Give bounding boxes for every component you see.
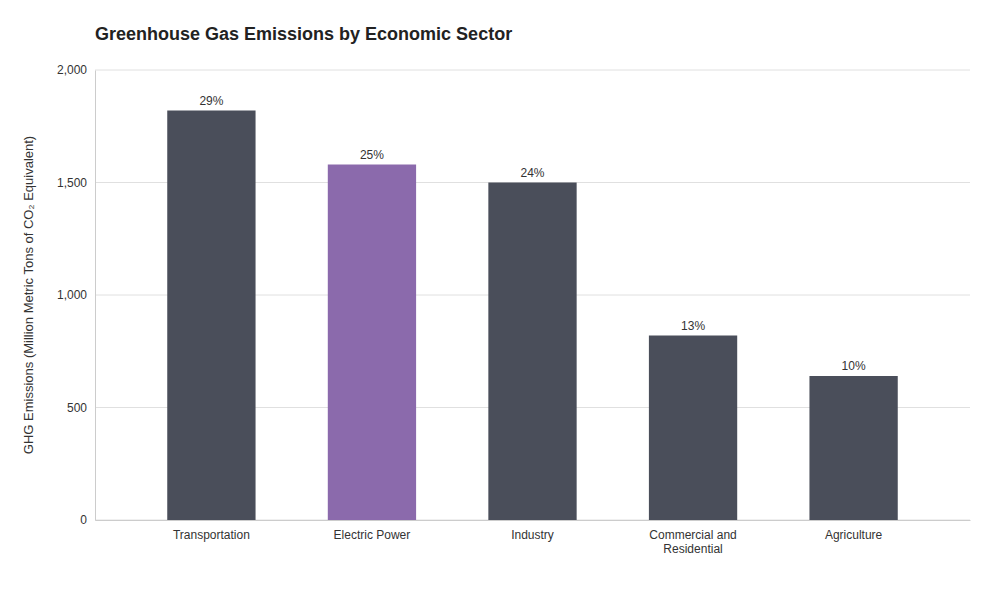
x-tick-label: Transportation [173, 528, 250, 542]
y-tick-label: 500 [67, 401, 87, 415]
y-axis: 0 500 1,000 1,500 2,000 [57, 63, 96, 527]
grid [95, 70, 970, 520]
x-tick-label: Electric Power [334, 528, 411, 542]
x-tick: Electric Power [334, 520, 411, 542]
bar-annotation: 24% [520, 166, 544, 180]
x-tick: Transportation [173, 520, 250, 542]
bar [649, 336, 737, 521]
x-tick-label-line: Residential [663, 542, 722, 556]
y-axis-title: GHG Emissions (Million Metric Tons of CO… [21, 136, 36, 454]
x-tick: Agriculture [825, 520, 883, 542]
y-axis-line [95, 71, 96, 521]
y-tick: 500 [67, 401, 95, 415]
grid-line [95, 70, 970, 71]
x-tick: Commercial andResidential [649, 520, 736, 556]
y-tick: 1,500 [57, 176, 95, 190]
bar-annotation: 25% [360, 148, 384, 162]
bar [328, 165, 416, 521]
bar [809, 376, 897, 520]
y-tick-label: 2,000 [57, 63, 87, 77]
y-tick-label: 0 [80, 513, 87, 527]
bar [167, 111, 255, 521]
x-tick-label: Industry [511, 528, 554, 542]
chart: 0 500 1,000 1,500 2,000 Transportation Electri… [0, 0, 1000, 600]
bar-annotation: 29% [199, 94, 223, 108]
x-tick-label-line: Commercial and [649, 528, 736, 542]
plot: 0 500 1,000 1,500 2,000 Transportation Electri… [21, 63, 971, 556]
x-axis: Transportation Electric Power Industry Comm… [96, 520, 971, 556]
y-tick: 1,000 [57, 288, 95, 302]
x-axis-line [96, 520, 971, 521]
bar-annotation: 13% [681, 319, 705, 333]
bar [488, 183, 576, 521]
y-tick-label: 1,500 [57, 176, 87, 190]
x-tick-label: Agriculture [825, 528, 883, 542]
x-tick-label-line: Agriculture [825, 528, 883, 542]
x-tick-label-line: Transportation [173, 528, 250, 542]
y-tick-label: 1,000 [57, 288, 87, 302]
x-tick-label-line: Electric Power [334, 528, 411, 542]
y-tick: 2,000 [57, 63, 95, 77]
x-tick: Industry [511, 520, 554, 542]
bars [167, 111, 898, 521]
y-tick: 0 [80, 513, 95, 527]
bar-annotation: 10% [842, 359, 866, 373]
title: Greenhouse Gas Emissions by Economic Sec… [95, 24, 512, 44]
annotations: 29% 25% 24% 13% 10% [199, 94, 866, 374]
x-tick-label-line: Industry [511, 528, 554, 542]
x-tick-label: Commercial andResidential [649, 528, 736, 556]
